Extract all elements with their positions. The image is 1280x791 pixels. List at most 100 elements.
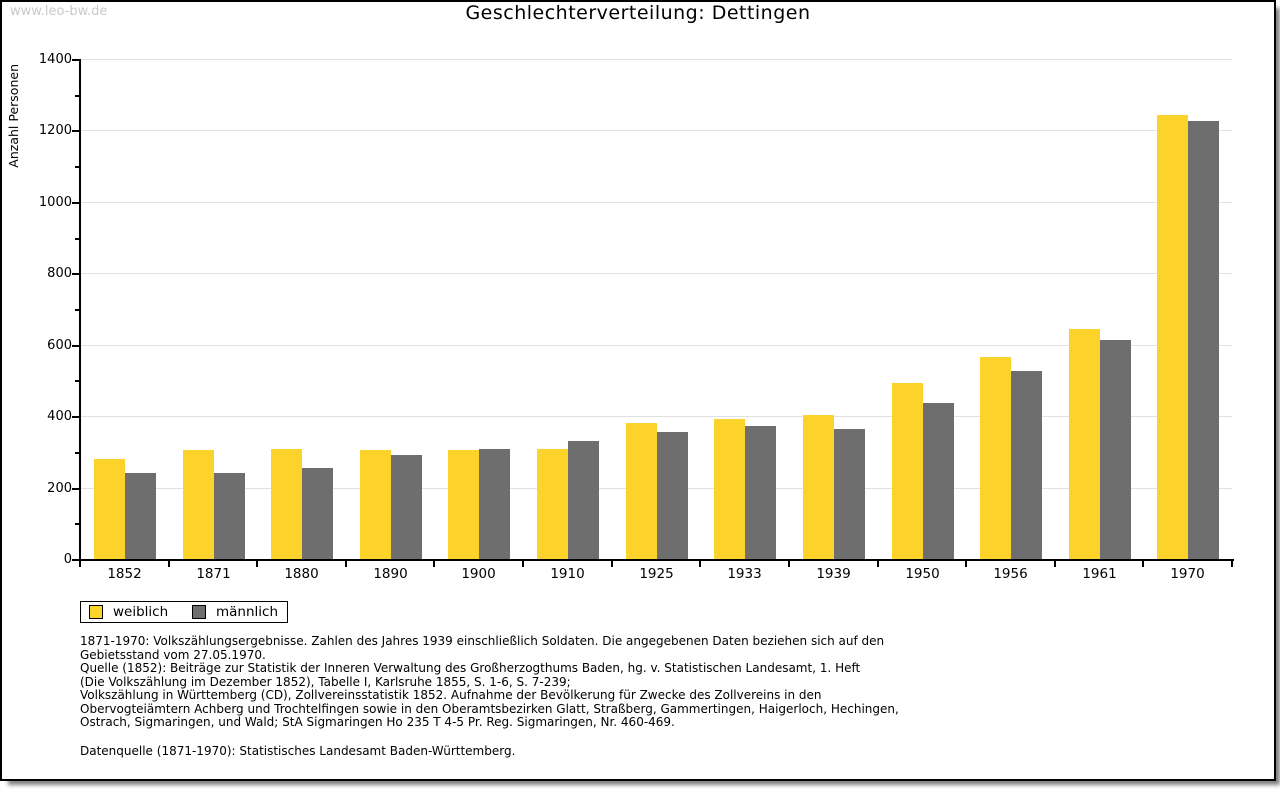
bar-maennlich-1925 xyxy=(657,432,688,559)
x-axis-tick xyxy=(79,561,81,567)
legend-swatch-maennlich xyxy=(192,605,206,619)
x-axis-tick xyxy=(611,561,613,567)
y-axis-minor-tick xyxy=(75,238,80,240)
gridline xyxy=(80,59,1232,60)
x-axis-tick-label: 1910 xyxy=(550,566,585,582)
footnote-line: Ostrach, Sigmaringen, und Wald; StA Sigm… xyxy=(80,715,675,729)
legend-swatch-weiblich xyxy=(89,605,103,619)
bar-maennlich-1852 xyxy=(125,473,156,559)
x-axis-tick-label: 1950 xyxy=(905,566,940,582)
footnote-line: Gebietsstand vom 27.05.1970. xyxy=(80,647,266,662)
bar-maennlich-1961 xyxy=(1100,340,1131,559)
footnote-line: Volkszählung in Württemberg (CD), Zollve… xyxy=(80,688,822,702)
gridline xyxy=(80,416,1232,417)
bar-maennlich-1910 xyxy=(568,441,599,559)
y-axis-minor-tick xyxy=(75,166,80,168)
bar-weiblich-1933 xyxy=(714,419,745,559)
bar-weiblich-1925 xyxy=(626,423,657,559)
x-axis-tick-label: 1961 xyxy=(1082,566,1117,582)
gridline xyxy=(80,345,1232,346)
x-axis-tick-label: 1925 xyxy=(639,566,674,582)
bar-maennlich-1933 xyxy=(745,426,776,559)
bar-weiblich-1950 xyxy=(892,383,923,559)
footnote-line: Obervogteiämtern Achberg und Trochtelfin… xyxy=(80,701,899,716)
footnote-line: (Die Volkszählung im Dezember 1852), Tab… xyxy=(80,674,571,689)
x-axis-tick-label: 1852 xyxy=(107,566,142,582)
x-axis-tick xyxy=(965,561,967,567)
bar-maennlich-1950 xyxy=(923,403,954,559)
y-axis-tick-label: 600 xyxy=(47,338,72,353)
gridline xyxy=(80,130,1232,131)
bar-weiblich-1852 xyxy=(94,459,125,559)
x-axis-tick xyxy=(433,561,435,567)
y-axis-tick-label: 400 xyxy=(47,409,72,424)
bar-maennlich-1939 xyxy=(834,429,865,559)
y-axis-minor-tick xyxy=(75,380,80,382)
legend-label-maennlich: männlich xyxy=(216,604,279,620)
bar-weiblich-1970 xyxy=(1157,115,1188,559)
y-axis-major-tick xyxy=(72,559,80,561)
bar-weiblich-1880 xyxy=(271,449,302,559)
legend-box: weiblich männlich xyxy=(80,601,288,623)
watermark-text: www.leo-bw.de xyxy=(10,4,108,19)
y-axis-major-tick xyxy=(72,345,80,347)
gridline xyxy=(80,273,1232,274)
bar-maennlich-1880 xyxy=(302,468,333,559)
y-axis-tick-label: 800 xyxy=(47,266,72,281)
y-axis-tick-label: 200 xyxy=(47,481,72,496)
x-axis-tick xyxy=(788,561,790,567)
bar-weiblich-1956 xyxy=(980,357,1011,559)
bar-maennlich-1871 xyxy=(214,473,245,559)
y-axis-minor-tick xyxy=(75,452,80,454)
bar-maennlich-1890 xyxy=(391,455,422,559)
bar-weiblich-1890 xyxy=(360,450,391,559)
y-axis-tick-label: 1200 xyxy=(38,123,72,138)
x-axis-line xyxy=(79,559,1234,561)
x-axis-tick-label: 1956 xyxy=(993,566,1028,582)
legend-label-weiblich: weiblich xyxy=(113,604,169,620)
x-axis-tick-label: 1880 xyxy=(284,566,319,582)
footnote-line: 1871-1970: Volkszählungsergebnisse. Zahl… xyxy=(80,634,885,648)
x-axis-tick-label: 1890 xyxy=(373,566,408,582)
gridline xyxy=(80,202,1232,203)
x-axis-tick xyxy=(877,561,879,567)
y-axis-minor-tick xyxy=(75,95,80,97)
bar-weiblich-1900 xyxy=(448,450,479,559)
y-axis-major-tick xyxy=(72,488,80,490)
bar-weiblich-1939 xyxy=(803,415,834,559)
y-axis-tick-label: 1400 xyxy=(38,52,72,67)
bar-weiblich-1871 xyxy=(183,450,214,559)
y-axis-minor-tick xyxy=(75,309,80,311)
datasource-line: Datenquelle (1871-1970): Statistisches L… xyxy=(80,744,516,758)
bar-maennlich-1970 xyxy=(1188,121,1219,559)
x-axis-tick-label: 1871 xyxy=(196,566,231,582)
y-axis-tick-label: 0 xyxy=(63,552,72,567)
x-axis-tick xyxy=(256,561,258,567)
footnotes-block: 1871-1970: Volkszählungsergebnisse. Zahl… xyxy=(80,634,980,730)
x-axis-tick-label: 1900 xyxy=(461,566,496,582)
y-axis-major-tick xyxy=(72,130,80,132)
bar-maennlich-1956 xyxy=(1011,371,1042,559)
x-axis-tick-label: 1970 xyxy=(1170,566,1205,582)
x-axis-tick-label: 1939 xyxy=(816,566,851,582)
x-axis-tick xyxy=(168,561,170,567)
x-axis-tick xyxy=(522,561,524,567)
x-axis-tick xyxy=(1054,561,1056,567)
bar-weiblich-1961 xyxy=(1069,329,1100,559)
y-axis-major-tick xyxy=(72,416,80,418)
chart-title: Geschlechterverteilung: Dettingen xyxy=(465,2,811,24)
y-axis-major-tick xyxy=(72,202,80,204)
y-axis-tick-label: 1000 xyxy=(38,195,72,210)
y-axis-major-tick xyxy=(72,59,80,61)
x-axis-tick-label: 1933 xyxy=(727,566,762,582)
bar-maennlich-1900 xyxy=(479,449,510,559)
y-axis-minor-tick xyxy=(75,523,80,525)
x-axis-tick xyxy=(345,561,347,567)
bar-weiblich-1910 xyxy=(537,449,568,559)
footnote-line: Quelle (1852): Beiträge zur Statistik de… xyxy=(80,661,861,675)
y-axis-major-tick xyxy=(72,273,80,275)
x-axis-tick xyxy=(1142,561,1144,567)
x-axis-tick xyxy=(1231,561,1233,567)
x-axis-tick xyxy=(699,561,701,567)
